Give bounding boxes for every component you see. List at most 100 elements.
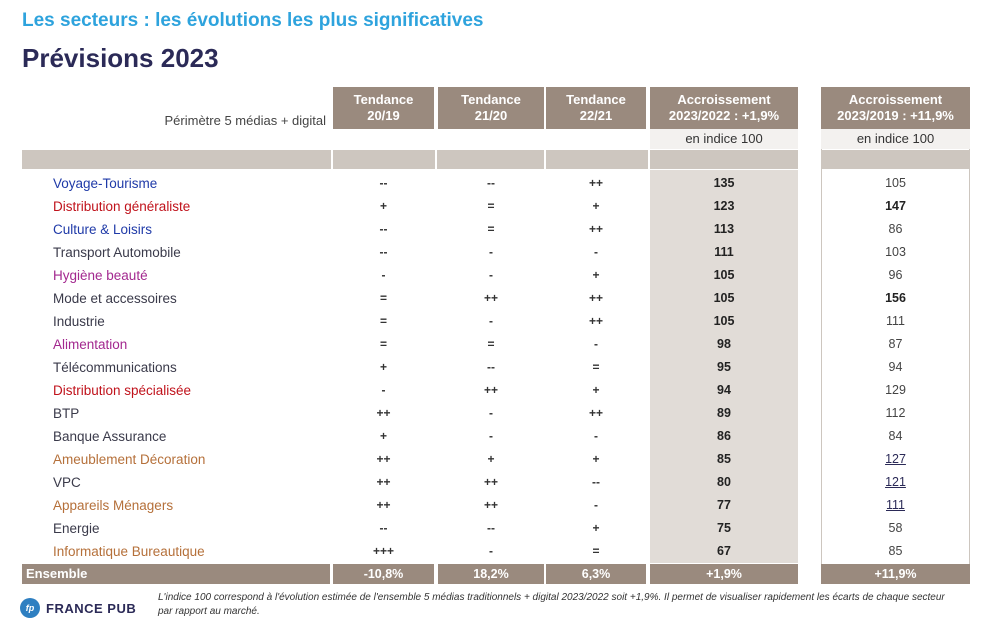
cell-t2: -- [487, 176, 495, 190]
cell-v4: 105 [713, 314, 735, 328]
cell-t1: = [379, 314, 387, 328]
cell-v5: 121 [885, 475, 906, 489]
cell-v5: 112 [885, 406, 906, 420]
table-row: Transport Automobile -- - -111 103 [0, 241, 985, 264]
cell-v4: 94 [717, 383, 731, 397]
sector-name: Distribution généraliste [53, 199, 191, 214]
cell-v4: 113 [713, 222, 735, 236]
cell-t3: + [592, 383, 600, 397]
table-row: Distribution généraliste + = +123 147 [0, 195, 985, 218]
cell-v4: 89 [717, 406, 731, 420]
sector-name: Hygiène beauté [53, 268, 148, 283]
cell-v5: 85 [888, 544, 903, 558]
table-row: Ameublement Décoration ++ + +85 127 [0, 448, 985, 471]
cell-v4: 98 [717, 337, 731, 351]
cell-t2: - [489, 314, 493, 328]
table-row: Voyage-Tourisme -- -- ++ 135 105 [0, 172, 985, 195]
cell-t2: = [487, 337, 495, 351]
table-row: Industrie = - ++ 105 111 [0, 310, 985, 333]
cell-v5: 111 [885, 314, 905, 328]
logo-text: FRANCE PUB [46, 600, 137, 616]
table-row: Distribution spécialisée - ++ +94 129 [0, 379, 985, 402]
cell-v5: 147 [885, 199, 906, 213]
cell-t2: ++ [483, 291, 498, 305]
cell-v5: 156 [885, 291, 906, 305]
cell-t1: + [379, 360, 387, 374]
separator [435, 149, 437, 584]
cell-v4: 95 [717, 360, 731, 374]
cell-v5: 127 [885, 452, 906, 466]
cell-t1: ++ [376, 406, 391, 420]
sector-name: Banque Assurance [53, 429, 167, 444]
gray-bar [22, 150, 798, 169]
sector-name: Mode et accessoires [53, 291, 177, 306]
cell-v5: 103 [885, 245, 906, 259]
perimetre-label: Périmètre 5 médias + digital [164, 113, 327, 128]
cell-t1: ++ [376, 475, 391, 489]
table-row: Banque Assurance + - - 86 84 [0, 425, 985, 448]
cell-t2: ++ [483, 383, 498, 397]
cell-t2: - [489, 544, 493, 558]
total-v5: +11,9% [821, 564, 970, 584]
cell-v4: 77 [717, 498, 731, 512]
sector-name: Distribution spécialisée [53, 383, 192, 398]
sector-name: Ameublement Décoration [53, 452, 206, 467]
cell-t2: - [489, 429, 493, 443]
header-accroissement-2023-2019: Accroissement 2023/2019 : +11,9% [821, 87, 970, 129]
cell-t3: - [594, 498, 598, 512]
table-row: Appareils Ménagers ++ ++ - 77 111 [0, 494, 985, 517]
cell-v4: 67 [717, 544, 731, 558]
cell-t3: = [592, 360, 600, 374]
cell-v4: 111 [714, 245, 734, 259]
separator [544, 149, 546, 584]
sector-name: Télécommunications [53, 360, 177, 375]
cell-t3: = [592, 544, 600, 558]
separator [331, 149, 333, 584]
cell-v5: 58 [888, 521, 903, 535]
total-t3: 6,3% [546, 564, 646, 584]
table-row: Alimentation = = - 98 87 [0, 333, 985, 356]
cell-v5: 84 [888, 429, 903, 443]
cell-t3: + [592, 452, 600, 466]
cell-v4: 75 [717, 521, 731, 535]
table-row: Energie -- -- +75 58 [0, 517, 985, 540]
cell-t1: -- [379, 521, 388, 535]
cell-t2: - [489, 406, 493, 420]
cell-t3: + [592, 268, 600, 282]
cell-v4: 80 [717, 475, 731, 489]
header-tendance-21-20: Tendance 21/20 [438, 87, 544, 129]
table-row: Informatique Bureautique +++ - = 67 85 [0, 540, 985, 563]
france-pub-logo: fp FRANCE PUB [20, 598, 136, 618]
sector-name: Informatique Bureautique [53, 544, 205, 559]
header-accroissement-2023-2022: Accroissement 2023/2022 : +1,9% [650, 87, 798, 129]
header-tendance-20-19: Tendance 20/19 [333, 87, 434, 129]
page-title: Prévisions 2023 [22, 43, 219, 73]
cell-t3: - [594, 245, 598, 259]
right-table-border-right [969, 149, 970, 564]
cell-t3: ++ [588, 176, 603, 190]
cell-t3: + [592, 199, 600, 213]
table-row: BTP ++ - ++ 89 112 [0, 402, 985, 425]
cell-t1: + [379, 199, 387, 213]
table-row: Mode et accessoires = ++ ++ 105 156 [0, 287, 985, 310]
indice-label-2022: en indice 100 [650, 129, 798, 149]
cell-v5: 86 [888, 222, 903, 236]
table-row: Hygiène beauté - - +105 96 [0, 264, 985, 287]
cell-v4: 86 [717, 429, 731, 443]
cell-t2: + [487, 452, 495, 466]
cell-v5: 87 [888, 337, 903, 351]
cell-t3: - [594, 429, 598, 443]
sector-name: Voyage-Tourisme [53, 176, 158, 191]
cell-t1: + [379, 429, 387, 443]
sector-name: Transport Automobile [53, 245, 181, 260]
sector-name: Industrie [53, 314, 105, 329]
cell-v5: 129 [885, 383, 906, 397]
cell-t2: -- [487, 360, 495, 374]
sector-name: Appareils Ménagers [53, 498, 174, 513]
cell-t1: -- [379, 222, 388, 236]
col4-bg [650, 170, 798, 563]
right-table-border-left [821, 149, 822, 564]
table-row: VPC ++ ++ -- 80 121 [0, 471, 985, 494]
cell-v5: 111 [885, 498, 905, 512]
cell-t3: -- [592, 475, 600, 489]
